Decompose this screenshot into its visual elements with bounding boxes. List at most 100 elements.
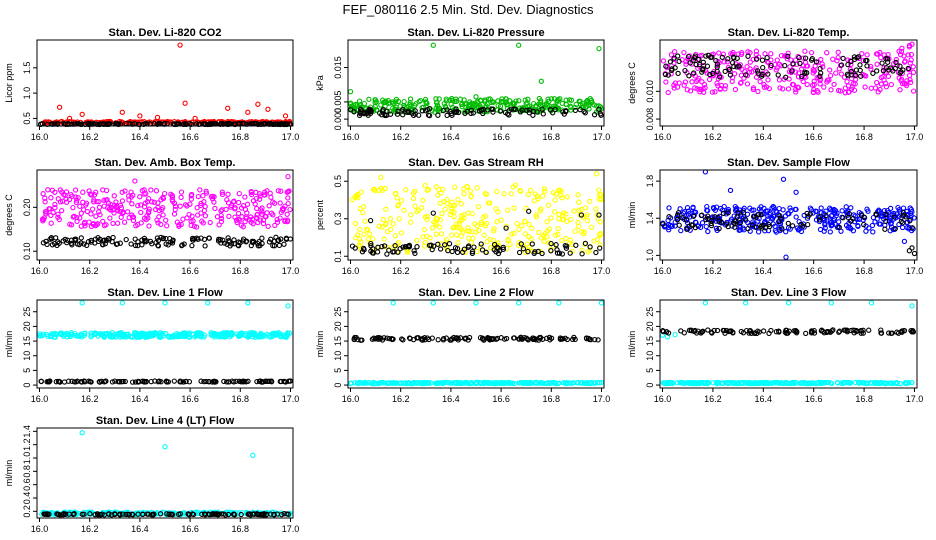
data-point bbox=[717, 51, 721, 55]
data-point bbox=[409, 213, 413, 217]
data-point bbox=[393, 234, 397, 238]
data-point bbox=[46, 188, 50, 192]
data-point bbox=[178, 204, 182, 208]
data-point bbox=[704, 225, 708, 229]
data-point bbox=[49, 221, 53, 225]
x-tick-label: 16.8 bbox=[855, 394, 873, 404]
data-point bbox=[810, 51, 814, 55]
data-point bbox=[520, 224, 524, 228]
data-point bbox=[908, 73, 912, 77]
outlier-point bbox=[517, 301, 521, 305]
y-tick-label: 5 bbox=[22, 368, 32, 373]
data-point bbox=[91, 207, 95, 211]
x-tick-label: 16.0 bbox=[31, 394, 49, 404]
data-point bbox=[794, 190, 798, 194]
data-point bbox=[198, 188, 202, 192]
outlier-point bbox=[517, 43, 521, 47]
data-point bbox=[576, 193, 580, 197]
data-point bbox=[217, 223, 221, 227]
x-tick-label: 16.8 bbox=[232, 266, 250, 276]
data-point bbox=[594, 250, 598, 254]
data-point bbox=[728, 188, 732, 192]
y-axis-label: ml/min bbox=[4, 460, 14, 487]
y-tick-label: 5 bbox=[333, 368, 343, 373]
data-point bbox=[384, 207, 388, 211]
x-tick-label: 17.0 bbox=[282, 132, 300, 142]
x-tick-label: 17.0 bbox=[593, 394, 611, 404]
data-point bbox=[803, 49, 807, 53]
x-tick-label: 16.4 bbox=[131, 132, 149, 142]
data-point bbox=[439, 247, 443, 251]
data-point bbox=[74, 188, 78, 192]
data-point bbox=[831, 57, 835, 61]
x-tick-label: 16.8 bbox=[855, 132, 873, 142]
x-tick-label: 16.6 bbox=[492, 394, 510, 404]
x-tick-label: 16.0 bbox=[654, 132, 672, 142]
data-point bbox=[829, 74, 833, 78]
data-point bbox=[495, 189, 499, 193]
data-point bbox=[123, 220, 127, 224]
y-tick-label: 10 bbox=[22, 351, 32, 361]
data-point bbox=[203, 214, 207, 218]
data-point bbox=[358, 227, 362, 231]
data-point bbox=[183, 101, 187, 105]
y-tick-label: 0 bbox=[645, 383, 655, 388]
panel-title: Stan. Dev. Line 1 Flow bbox=[107, 287, 223, 299]
outlier-point bbox=[703, 301, 707, 305]
data-point bbox=[902, 239, 906, 243]
x-tick-label: 16.8 bbox=[855, 266, 873, 276]
data-point bbox=[760, 58, 764, 62]
data-point bbox=[530, 226, 534, 230]
data-point bbox=[120, 110, 124, 114]
data-point bbox=[912, 89, 916, 93]
x-tick-label: 16.0 bbox=[342, 266, 360, 276]
x-tick-label: 16.2 bbox=[81, 266, 99, 276]
data-point bbox=[841, 56, 845, 60]
y-tick-label: 5 bbox=[645, 368, 655, 373]
y-axis-label: ml/min bbox=[315, 331, 325, 358]
data-point bbox=[440, 212, 444, 216]
outlier-point bbox=[163, 301, 167, 305]
data-point bbox=[541, 194, 545, 198]
data-point bbox=[227, 214, 231, 218]
data-point bbox=[415, 239, 419, 243]
data-point bbox=[781, 177, 785, 181]
data-point bbox=[708, 77, 712, 81]
data-point bbox=[530, 242, 534, 246]
data-point bbox=[129, 242, 133, 246]
data-point bbox=[733, 72, 737, 76]
data-point bbox=[286, 175, 290, 179]
y-axis-label: degrees C bbox=[4, 194, 14, 236]
x-tick-label: 16.0 bbox=[342, 394, 360, 404]
plot-frame bbox=[348, 300, 604, 388]
plot-frame bbox=[37, 428, 293, 518]
y-axis-label: ml/min bbox=[627, 331, 637, 358]
data-point bbox=[667, 206, 671, 210]
data-point bbox=[828, 230, 832, 234]
data-point bbox=[286, 196, 290, 200]
data-point bbox=[834, 71, 838, 75]
data-point bbox=[474, 95, 478, 99]
data-point bbox=[41, 192, 45, 196]
data-point bbox=[822, 85, 826, 89]
y-tick-label: 1.4 bbox=[645, 212, 655, 225]
data-point bbox=[277, 243, 281, 247]
data-point bbox=[502, 192, 506, 196]
outlier-point bbox=[80, 301, 84, 305]
data-point bbox=[468, 189, 472, 193]
data-point bbox=[565, 195, 569, 199]
x-tick-label: 16.0 bbox=[654, 266, 672, 276]
data-point bbox=[528, 188, 532, 192]
data-point bbox=[495, 220, 499, 224]
chart-panel-1: Stan. Dev. Li-820 CO2Licor ppm16.0 16.2 16… bbox=[4, 27, 299, 142]
x-tick-label: 17.0 bbox=[906, 266, 924, 276]
data-point bbox=[832, 82, 836, 86]
outlier-point bbox=[744, 301, 748, 305]
outlier-point bbox=[431, 43, 435, 47]
y-tick-label: 1.0 bbox=[22, 87, 32, 100]
data-point bbox=[806, 223, 810, 227]
data-point bbox=[434, 185, 438, 189]
data-point bbox=[475, 249, 479, 253]
data-point bbox=[161, 213, 165, 217]
data-point bbox=[155, 115, 159, 119]
